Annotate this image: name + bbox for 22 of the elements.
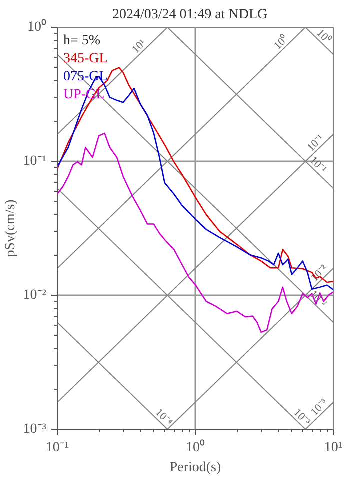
series-label: 345-GL [64, 52, 108, 66]
x-axis-title: Period(s) [170, 460, 222, 476]
annotation: 10⁻⁴ [153, 406, 175, 429]
annotation: 10⁻² [308, 262, 331, 284]
annotation: 10⁻¹ [307, 154, 329, 176]
annotation: 10⁻³ [308, 396, 331, 418]
x-tick-label: 10⁰ [186, 440, 205, 456]
y-tick-label: 10⁻² [23, 288, 47, 303]
annotation: 10⁻² [307, 288, 330, 310]
annotation: 10⁰ [314, 26, 334, 46]
y-tick-label: 10⁻¹ [23, 154, 47, 169]
y-axis-title: pSv(cm/s) [3, 199, 18, 258]
annotation: 10⁰ [271, 32, 291, 52]
x-tick-label: 10¹ [324, 440, 343, 456]
chart-title: 2024/03/24 01:49 at NDLG [112, 8, 268, 22]
annotation: h= 5% [64, 34, 101, 48]
y-tick-label: 10⁰ [28, 19, 46, 35]
annotation: 10⁻¹ [305, 132, 327, 154]
x-tick-label: 10⁻¹ [46, 440, 70, 456]
y-tick-label: 10⁻³ [23, 422, 47, 437]
annotation: 10¹ [130, 37, 149, 56]
series-label: 075-GL [64, 70, 108, 84]
